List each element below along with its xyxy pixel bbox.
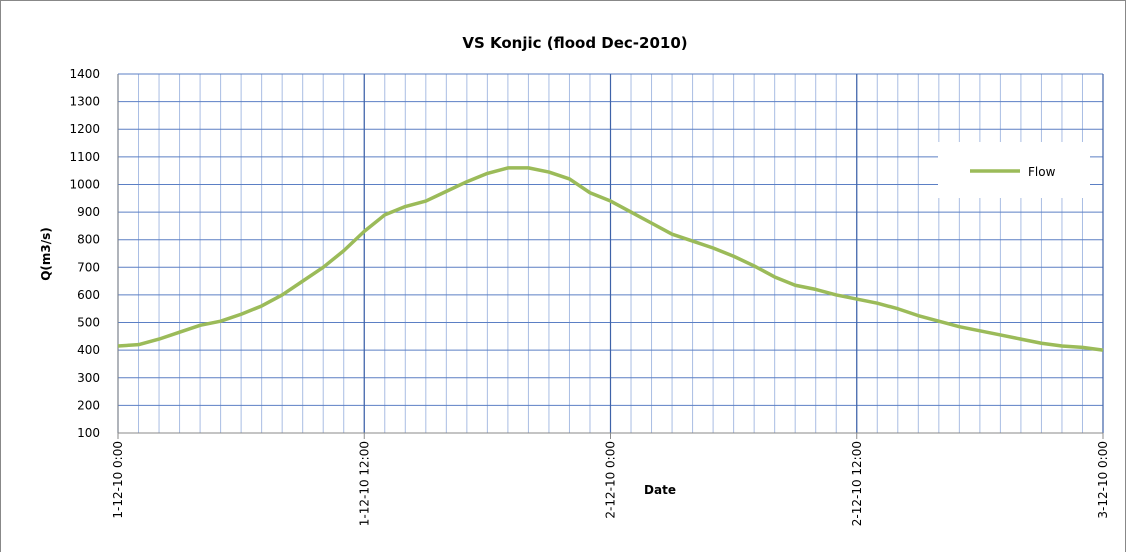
legend-label: Flow (1028, 165, 1056, 179)
x-tick-label: 1-12-10 0:00 (111, 441, 125, 519)
y-tick-label: 1400 (69, 67, 100, 81)
chart-title: VS Konjic (flood Dec-2010) (462, 34, 687, 52)
y-tick-label: 200 (77, 398, 100, 412)
y-tick-label: 700 (77, 260, 100, 274)
x-tick-label: 2-12-10 0:00 (604, 441, 618, 519)
y-tick-label: 1000 (69, 177, 100, 191)
y-tick-label: 1300 (69, 95, 100, 109)
y-axis-label: Q(m3/s) (39, 227, 53, 281)
flow-line (117, 166, 1104, 352)
y-tick-label: 900 (77, 205, 100, 219)
x-tick-label: 1-12-10 12:00 (357, 441, 371, 526)
y-tick-label: 100 (77, 426, 100, 440)
y-tick-label: 300 (77, 371, 100, 385)
x-axis-label: Date (644, 483, 676, 497)
y-tick-label: 500 (77, 316, 100, 330)
x-tick-label: 3-12-10 0:00 (1096, 441, 1110, 519)
x-tick-label: 2-12-10 12:00 (850, 441, 864, 526)
y-tick-label: 1100 (69, 150, 100, 164)
y-tick-label: 800 (77, 233, 100, 247)
y-tick-label: 1200 (69, 122, 100, 136)
y-tick-label: 400 (77, 343, 100, 357)
y-tick-label: 600 (77, 288, 100, 302)
